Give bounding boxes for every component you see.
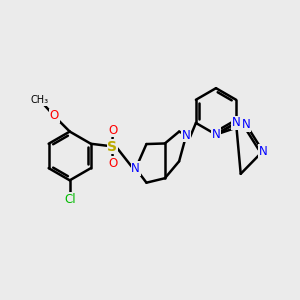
Text: O: O [50,109,59,122]
Text: CH₃: CH₃ [31,95,49,105]
Text: N: N [182,129,190,142]
Text: O: O [108,124,118,137]
Text: N: N [242,118,250,131]
Text: N: N [131,162,140,175]
Text: N: N [212,128,220,141]
Text: N: N [232,116,240,130]
Text: Cl: Cl [64,193,76,206]
Text: S: S [107,140,117,154]
Text: N: N [259,145,267,158]
Text: O: O [108,157,118,169]
